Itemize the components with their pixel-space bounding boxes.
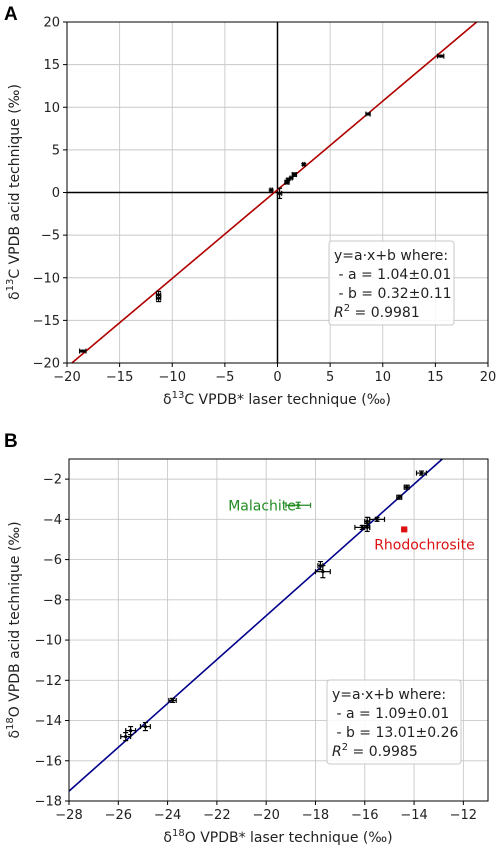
panel-a-y-tick-label: 5: [52, 143, 60, 158]
panel-b-data-point: [139, 721, 151, 732]
panel-a-data-point: [79, 348, 87, 354]
panel-a-x-tick-label: −15: [106, 370, 133, 385]
panel-a-x-tick-label: −20: [53, 370, 80, 385]
panel-b-x-tick-label: −20: [252, 808, 279, 823]
panel-a-y-tick-label: 0: [52, 186, 60, 201]
panel-b-annotation-slope: - a = 1.09±0.01: [332, 706, 449, 722]
panel-b-data-point: [125, 725, 137, 736]
panel-a-y-tick-label: −20: [33, 357, 60, 372]
panel-b-data-point: [403, 484, 410, 490]
panel-a-y-ticks: −20 −15 −10 −5 0 5 10 15 20: [33, 16, 67, 372]
panel-a-y-tick-label: −10: [33, 271, 60, 286]
panel-b-data-point: [401, 526, 408, 533]
panel-b-data-point: [396, 494, 403, 500]
panel-a-points: [79, 53, 445, 354]
panel-b-x-tick-label: −12: [450, 808, 477, 823]
panel-a-x-tick-label: 15: [427, 370, 444, 385]
panel-a-x-tick-label: −10: [159, 370, 186, 385]
panel-b-fit-annotation: y=a·x+b where: - a = 1.09±0.01 - b = 13.…: [326, 679, 462, 765]
panel-b-x-tick-label: −24: [154, 808, 181, 823]
panel-b-y-axis-label: δ18O VPDB acid technique (‰): [5, 521, 23, 738]
panel-b-x-axis-label: δ18O VPDB* laser technique (‰): [163, 828, 392, 846]
panel-a-annotation-equation: y=a·x+b where:: [334, 248, 448, 264]
panel-b-x-tick-label: −14: [400, 808, 427, 823]
panel-b-data-point: [120, 731, 132, 742]
panel-b-annotation-r2: R2 = 0.9985: [332, 742, 418, 760]
panel-a-y-tick-label: −15: [33, 314, 60, 329]
panel-a-regression-line: [71, 21, 478, 364]
panel-a-fit-line: [71, 21, 478, 364]
panel-a-y-tick-label: 20: [43, 16, 60, 31]
panel-b-regression-line: [68, 458, 443, 792]
panel-a-x-tick-label: 0: [273, 370, 281, 385]
panel-b-data-point: [369, 516, 386, 522]
panel-b-y-ticks: −18 −16 −14 −12 −10 −8 −6 −4 −2: [35, 473, 69, 810]
panel-a-x-tick-label: −5: [215, 370, 234, 385]
panel-b-x-tick-label: −18: [302, 808, 329, 823]
panel-b-data-point: [285, 501, 312, 509]
panel-b-y-tick-label: −10: [35, 634, 62, 649]
panel-b-x-tick-label: −16: [351, 808, 378, 823]
panel-a-annotation-box: [328, 240, 455, 326]
panel-b-point-labels: Malachite Rhodochrosite: [228, 498, 474, 553]
panel-b-frame: [68, 458, 489, 802]
panel-a-x-tick-label: 10: [374, 370, 391, 385]
panel-b-x-ticks: −28 −26 −24 −22 −20 −18 −16 −14 −12: [55, 801, 477, 823]
panel-a-data-point: [276, 187, 283, 200]
panel-a-annotation-r2: R2 = 0.9981: [334, 303, 420, 321]
panel-b-y-tick-label: −18: [35, 795, 62, 810]
panel-b-fit-line: [68, 458, 443, 792]
panel-a-data-point: [155, 294, 162, 303]
panel-a: A −20 −15 −10 −5 0 5 10 15 20 −20 −15 −10 −5 0 5 10 15 2…: [4, 4, 496, 408]
panel-a-y-tick-label: 15: [43, 58, 60, 73]
panel-a-data-point: [268, 187, 274, 193]
panel-a-x-ticks: −20 −15 −10 −5 0 5 10 15 20: [53, 363, 496, 385]
panel-b-data-point: [364, 522, 371, 533]
panel-a-y-tick-label: −5: [41, 229, 60, 244]
panel-b-letter: B: [4, 431, 18, 452]
panel-b-y-tick-label: −4: [43, 513, 62, 528]
panel-a-annotation-intercept: - b = 0.32±0.11: [334, 286, 452, 302]
panel-b-x-tick-label: −26: [105, 808, 132, 823]
panel-a-data-point: [365, 111, 371, 117]
panel-b: B −28 −26 −24 −22 −20 −18 −16 −14 −12 −18−16−14−…: [4, 431, 489, 846]
panel-b-y-tick-label: −6: [43, 553, 62, 568]
panel-b-y-tick-label: −16: [35, 754, 62, 769]
panel-b-x-tick-label: −28: [55, 808, 82, 823]
panel-a-data-point: [291, 172, 298, 178]
panel-b-annotation-equation: y=a·x+b where:: [332, 687, 446, 703]
panel-b-label-malachite: Malachite: [228, 498, 296, 514]
panel-b-y-tick-label: −12: [35, 674, 62, 689]
panel-b-points: [120, 470, 427, 742]
panel-a-letter: A: [4, 4, 18, 25]
panel-b-y-tick-label: −14: [35, 714, 62, 729]
panel-a-data-point: [301, 161, 307, 167]
panel-a-annotation-slope: - a = 1.04±0.01: [334, 267, 451, 283]
panel-b-x-tick-label: −22: [203, 808, 230, 823]
panel-a-y-tick-label: 10: [43, 101, 60, 116]
panel-b-annotation-intercept: - b = 13.01±0.26: [332, 725, 459, 741]
panel-a-x-tick-label: 5: [326, 370, 334, 385]
panel-a-y-axis-label: δ13C VPDB acid technique (‰): [5, 84, 23, 300]
panel-a-x-axis-label: δ13C VPDB* laser technique (‰): [163, 390, 391, 408]
panel-b-data-point: [415, 470, 427, 476]
panel-b-data-point: [168, 697, 177, 704]
panel-b-y-tick-label: −2: [43, 473, 62, 488]
panel-a-x-tick-label: 20: [480, 370, 497, 385]
panel-b-y-tick-label: −8: [43, 593, 62, 608]
panel-b-label-rhodochrosite: Rhodochrosite: [374, 537, 475, 553]
panel-a-data-point: [436, 53, 445, 59]
panel-b-annotation-box: [326, 679, 462, 765]
panel-b-data-point: [314, 565, 331, 579]
panel-a-fit-annotation: y=a·x+b where: - a = 1.04±0.01 - b = 0.3…: [328, 240, 455, 326]
